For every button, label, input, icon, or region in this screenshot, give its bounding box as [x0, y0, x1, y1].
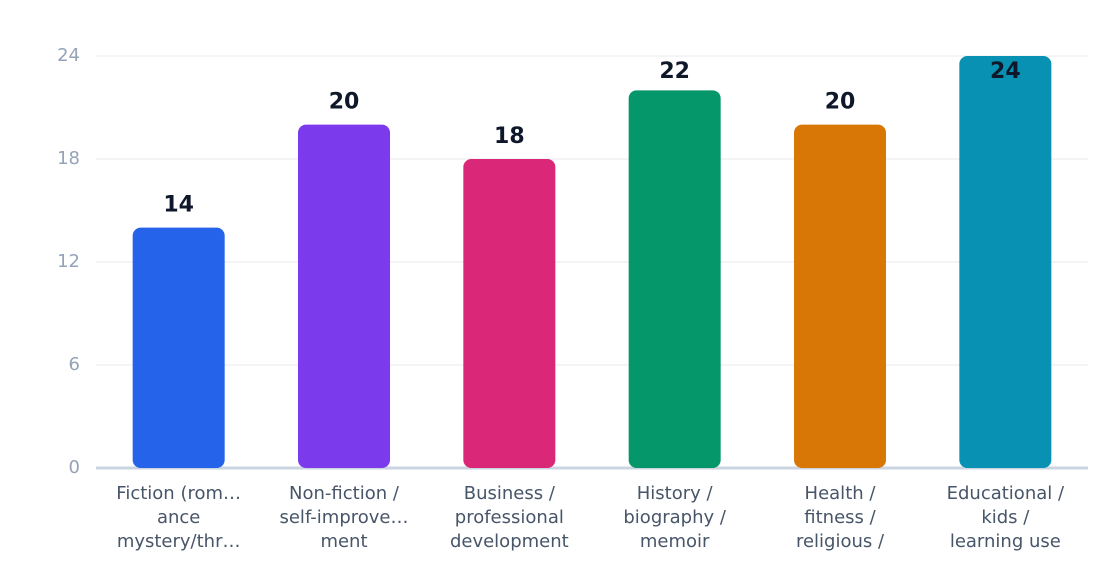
bar	[298, 124, 390, 469]
x-tick-label: mystery/thr…	[117, 531, 241, 552]
x-tick-label: learning use	[950, 531, 1061, 552]
x-tick-label: self-improve…	[279, 507, 408, 528]
x-tick-label: kids /	[981, 507, 1030, 528]
x-tick-label: Business /	[464, 483, 556, 504]
x-tick-label: History /	[637, 483, 714, 504]
bar	[463, 159, 556, 468]
x-tick-label: Non-fiction /	[289, 483, 400, 504]
bar	[794, 124, 886, 469]
y-tick-label: 24	[57, 45, 80, 66]
y-tick-label: 18	[57, 148, 80, 169]
y-tick-label: 6	[69, 354, 80, 375]
x-tick-label: Health /	[805, 483, 877, 504]
bar	[132, 227, 225, 468]
x-tick-label: religious /	[796, 531, 885, 552]
x-tick-label: Fiction (rom…	[116, 483, 241, 504]
value-label: 20	[329, 90, 360, 115]
value-label: 24	[990, 59, 1021, 84]
value-label: 22	[659, 59, 690, 84]
bar	[959, 56, 1052, 468]
x-tick-label: development	[450, 531, 569, 552]
x-tick-label: fitness /	[804, 507, 876, 528]
value-label: 20	[825, 90, 856, 115]
x-tick-label: memoir	[640, 531, 710, 552]
x-tick-label: Educational /	[947, 483, 1065, 504]
y-tick-label: 0	[69, 457, 80, 478]
x-tick-label: professional	[455, 507, 564, 528]
y-tick-label: 12	[57, 251, 80, 272]
x-tick-label: ment	[320, 531, 367, 552]
value-label: 14	[163, 193, 194, 218]
value-label: 18	[494, 124, 525, 149]
bar	[628, 90, 721, 468]
x-tick-label: ance	[157, 507, 200, 528]
x-tick-label: biography /	[623, 507, 727, 528]
